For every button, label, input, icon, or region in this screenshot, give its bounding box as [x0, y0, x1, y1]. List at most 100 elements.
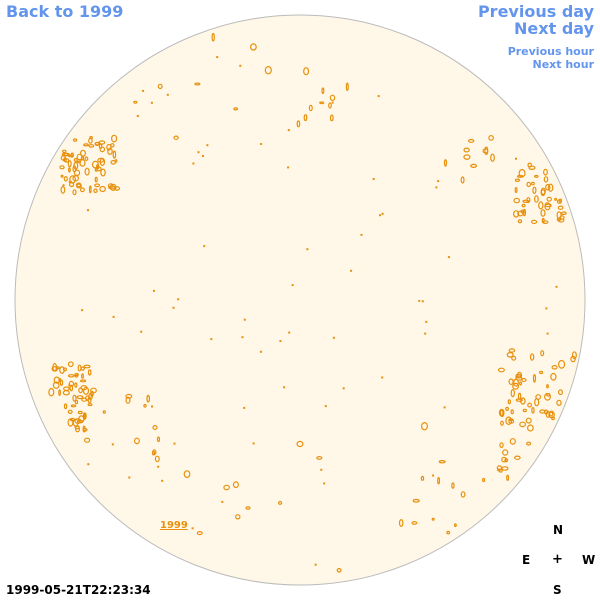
contour-mark — [107, 147, 113, 155]
contour-mark — [509, 438, 516, 445]
magnetogram-contours — [48, 32, 577, 573]
contour-mark — [303, 114, 308, 122]
year-label-link[interactable]: 1999 — [160, 520, 188, 531]
contour-mark — [99, 185, 106, 193]
contour-mark — [510, 409, 514, 415]
back-to-year-link[interactable]: Back to 1999 — [6, 2, 124, 21]
contour-mark — [522, 408, 528, 413]
contour-mark — [61, 152, 69, 157]
contour-mark — [499, 442, 504, 449]
contour-mark — [540, 350, 545, 357]
contour-mark — [62, 367, 68, 372]
contour-mark — [82, 425, 86, 433]
contour-mark — [93, 188, 98, 194]
contour-mark — [514, 455, 521, 460]
contour-mark — [543, 176, 549, 183]
contour-mark — [83, 364, 91, 369]
contour-speck — [210, 338, 213, 341]
contour-mark — [497, 367, 505, 373]
contour-mark — [69, 175, 76, 184]
contour-mark — [74, 399, 79, 405]
contour-mark — [538, 370, 544, 375]
contour-mark — [74, 382, 78, 388]
contour-mark — [451, 482, 455, 489]
contour-mark — [502, 449, 509, 456]
contour-mark — [508, 378, 514, 386]
contour-mark — [194, 82, 201, 86]
contour-speck — [177, 298, 180, 301]
contour-mark — [515, 398, 523, 402]
contour-mark — [329, 94, 336, 102]
contour-mark — [515, 375, 523, 381]
contour-mark — [112, 150, 117, 159]
contour-mark — [460, 176, 465, 184]
contour-mark — [77, 410, 83, 415]
contour-speck — [173, 442, 176, 445]
contour-mark — [506, 351, 514, 358]
contour-mark — [525, 417, 532, 424]
contour-mark — [499, 408, 505, 418]
contour-speck — [221, 500, 224, 503]
contour-speck — [128, 476, 131, 479]
contour-mark — [556, 399, 562, 406]
contour-mark — [125, 396, 131, 404]
contour-mark — [110, 134, 118, 143]
contour-mark — [308, 104, 313, 112]
contour-mark — [501, 456, 507, 463]
contour-mark — [296, 120, 301, 128]
contour-speck — [206, 144, 209, 147]
contour-mark — [76, 395, 84, 400]
contour-speck — [320, 468, 323, 471]
contour-mark — [517, 219, 523, 224]
contour-mark — [519, 381, 523, 386]
contour-mark — [508, 348, 516, 353]
contour-speck — [201, 155, 204, 157]
contour-mark — [521, 377, 527, 383]
contour-speck — [151, 405, 153, 408]
contour-mark — [94, 176, 98, 183]
previous-day-link[interactable]: Previous day — [477, 2, 594, 21]
contour-mark — [233, 107, 239, 111]
contour-speck — [62, 184, 65, 187]
contour-mark — [556, 217, 562, 222]
contour-mark — [398, 518, 404, 527]
contour-mark — [463, 147, 470, 153]
contour-mark — [490, 153, 495, 162]
contour-mark — [534, 398, 540, 407]
next-hour-link[interactable]: Next hour — [532, 58, 595, 71]
contour-mark — [113, 186, 121, 191]
contour-mark — [528, 165, 536, 170]
contour-mark — [80, 385, 88, 391]
contour-mark — [510, 389, 515, 398]
contour-mark — [504, 458, 509, 463]
contour-mark — [133, 100, 138, 104]
contour-speck — [332, 336, 335, 339]
contour-mark — [125, 393, 133, 399]
contour-mark — [114, 159, 118, 163]
contour-speck — [81, 309, 84, 312]
compass-south: S — [553, 583, 562, 597]
contour-mark — [328, 102, 332, 109]
contour-speck — [377, 95, 380, 98]
contour-mark — [507, 399, 511, 405]
contour-mark — [152, 425, 158, 431]
contour-speck — [192, 162, 195, 165]
contour-speck — [418, 299, 421, 302]
contour-mark — [542, 220, 549, 225]
contour-mark — [505, 416, 513, 426]
contour-mark — [412, 498, 420, 503]
contour-speck — [331, 101, 334, 104]
next-day-link[interactable]: Next day — [514, 19, 594, 38]
contour-speck — [424, 332, 427, 335]
contour-speck — [372, 178, 375, 180]
contour-mark — [106, 143, 112, 151]
previous-hour-link[interactable]: Previous hour — [507, 45, 594, 58]
contour-speck — [555, 285, 558, 288]
contour-mark — [437, 477, 441, 485]
contour-mark — [531, 181, 535, 186]
contour-speck — [306, 248, 309, 251]
contour-mark — [79, 379, 87, 383]
contour-mark — [561, 211, 567, 216]
contour-mark — [454, 523, 457, 528]
